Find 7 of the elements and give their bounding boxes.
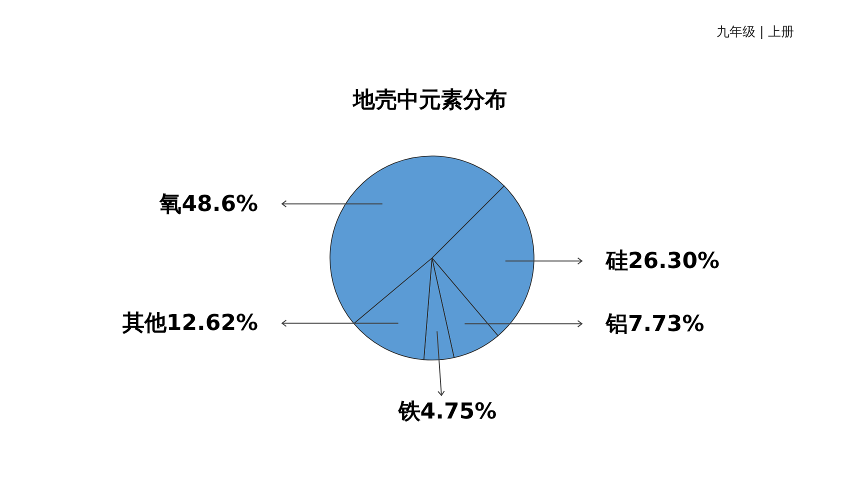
slice-label: 铁4.75% <box>397 399 497 424</box>
text: 九年级 | 上册 <box>716 25 794 40</box>
slice-label: 氧48.6% <box>158 192 258 217</box>
slice-label: 铝7.73% <box>604 312 704 337</box>
slice-label: 其他12.62% <box>121 311 258 336</box>
chart-title: 地壳中元素分布 <box>352 88 507 114</box>
slice-label: 硅26.30% <box>604 249 720 274</box>
